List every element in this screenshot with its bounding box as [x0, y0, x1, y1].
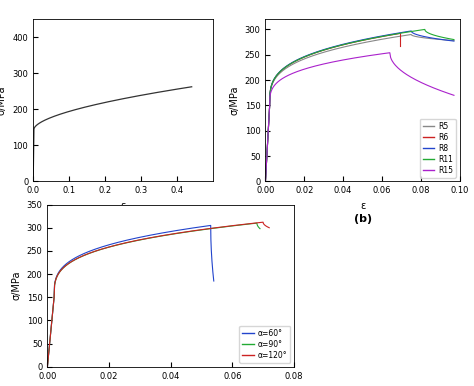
Legend: R5, R6, R8, R11, R15: R5, R6, R8, R11, R15: [419, 119, 456, 178]
Text: (a): (a): [114, 214, 132, 224]
X-axis label: ε: ε: [360, 201, 365, 211]
Text: (b): (b): [354, 214, 372, 224]
Y-axis label: σ/MPa: σ/MPa: [0, 86, 7, 115]
Y-axis label: σ/MPa: σ/MPa: [11, 271, 21, 300]
Legend: α=60°, α=90°, α=120°: α=60°, α=90°, α=120°: [239, 326, 290, 363]
X-axis label: ε: ε: [120, 201, 126, 211]
Y-axis label: σ/MPa: σ/MPa: [229, 86, 239, 115]
